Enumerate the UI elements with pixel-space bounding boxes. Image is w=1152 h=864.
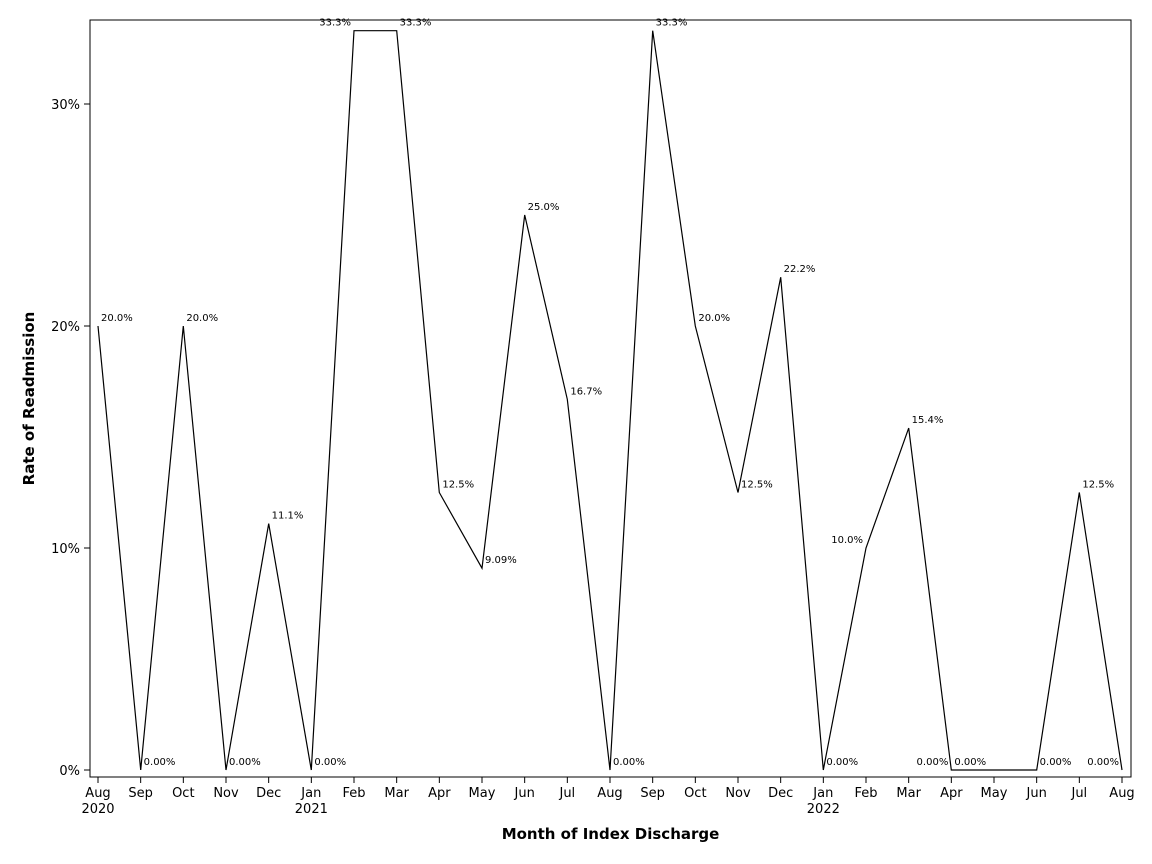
x-tick-label: Feb: [342, 786, 365, 801]
x-tick-label: Aug: [85, 786, 110, 801]
data-label: 10.0%: [831, 535, 863, 546]
x-tick-label: Mar: [384, 786, 409, 801]
x-tick-label: Sep: [128, 786, 153, 801]
x-tick-label: Dec: [768, 786, 793, 801]
x-tick-year-label: 2021: [295, 802, 328, 817]
data-label: 0.00%: [1040, 757, 1072, 768]
y-tick-label: 0%: [59, 764, 80, 779]
data-label: 33.3%: [319, 18, 351, 29]
x-tick-label: Nov: [213, 786, 239, 801]
x-tick-year-label: 2022: [807, 802, 840, 817]
x-tick-label: Jun: [514, 786, 535, 801]
x-tick-label: Feb: [854, 786, 877, 801]
data-label: 0.00%: [917, 757, 949, 768]
y-axis-title: Rate of Readmission: [20, 312, 38, 486]
data-label: 33.3%: [400, 18, 432, 29]
data-label: 16.7%: [570, 386, 602, 397]
x-tick-label: Sep: [640, 786, 665, 801]
data-label: 0.00%: [144, 757, 176, 768]
y-tick-label: 30%: [51, 98, 80, 113]
x-tick-label: Jul: [1070, 786, 1087, 801]
x-axis-title: Month of Index Discharge: [502, 825, 720, 843]
data-label: 33.3%: [656, 18, 688, 29]
data-label: 12.5%: [1082, 480, 1114, 491]
data-label: 20.0%: [186, 313, 218, 324]
data-label: 0.00%: [1087, 757, 1119, 768]
x-tick-label: Aug: [1109, 786, 1134, 801]
data-label: 12.5%: [442, 480, 474, 491]
x-tick-label: Mar: [896, 786, 921, 801]
data-label: 25.0%: [528, 202, 560, 213]
data-label: 11.1%: [272, 511, 304, 522]
data-label: 9.09%: [485, 555, 517, 566]
data-label: 0.00%: [826, 757, 858, 768]
x-tick-label: Apr: [428, 786, 451, 801]
data-label: 0.00%: [613, 757, 645, 768]
data-label: 0.00%: [314, 757, 346, 768]
data-label: 22.2%: [784, 264, 816, 275]
data-label: 20.0%: [101, 313, 133, 324]
x-tick-label: Aug: [597, 786, 622, 801]
x-tick-label: Oct: [172, 786, 194, 801]
x-tick-label: Jan: [300, 786, 321, 801]
y-tick-label: 10%: [51, 542, 80, 557]
data-label: 0.00%: [954, 757, 986, 768]
x-tick-label: Apr: [940, 786, 963, 801]
data-label: 12.5%: [741, 480, 773, 491]
data-labels: 20.0% 0.00% 20.0% 0.00% 11.1% 0.00% 33.3% 33.3%…: [101, 18, 1119, 768]
x-tick-label: Jul: [558, 786, 575, 801]
data-label: 0.00%: [229, 757, 261, 768]
x-tick-year-label: 2020: [81, 802, 114, 817]
x-tick-label: Dec: [256, 786, 281, 801]
y-tick-label: 20%: [51, 320, 80, 335]
x-tick-label: May: [469, 786, 496, 801]
series-line: [97, 30, 1123, 771]
y-axis: 0% 10% 20% 30%: [51, 98, 90, 779]
x-tick-label: Nov: [725, 786, 751, 801]
x-tick-label: May: [981, 786, 1008, 801]
data-label: 20.0%: [698, 313, 730, 324]
x-tick-label: Jan: [812, 786, 833, 801]
x-tick-label: Jun: [1026, 786, 1047, 801]
x-tick-label: Oct: [684, 786, 706, 801]
data-label: 15.4%: [912, 415, 944, 426]
